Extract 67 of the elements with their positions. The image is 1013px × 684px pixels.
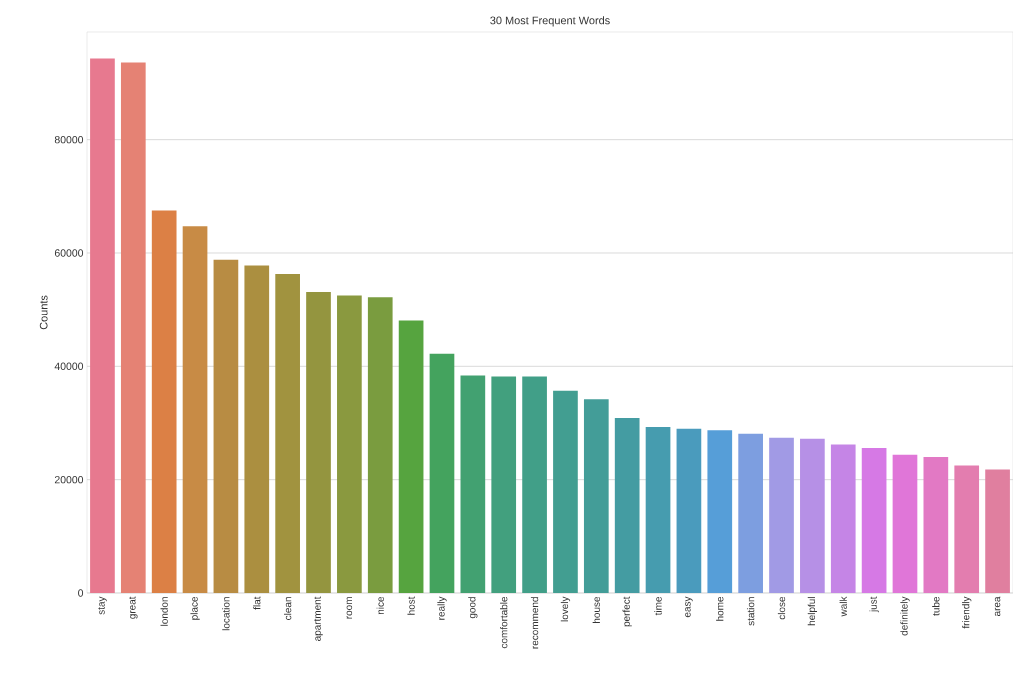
- x-tick-label: walk: [839, 596, 847, 617]
- bar: [861, 447, 887, 593]
- bar: [954, 465, 980, 593]
- bar: [398, 320, 424, 593]
- bar: [306, 292, 331, 593]
- bar: [429, 353, 455, 593]
- x-tick-label: flat: [253, 596, 261, 610]
- bar: [738, 433, 763, 593]
- x-tick-label: recommend: [530, 597, 539, 649]
- x-tick-label: just: [869, 596, 879, 613]
- x-tick-label: helpful: [807, 597, 818, 626]
- bar: [275, 273, 300, 593]
- x-tick-label: definitely: [900, 596, 910, 636]
- bar: [244, 265, 270, 593]
- bar: [923, 456, 949, 593]
- bar: [90, 58, 115, 593]
- x-tick-label: comfortable: [500, 596, 508, 649]
- x-tick-label: host: [407, 596, 415, 615]
- x-tick-label: stay: [98, 596, 107, 615]
- bar: [460, 375, 486, 593]
- bar: [522, 376, 547, 593]
- bar: [553, 390, 578, 593]
- x-tick-label: room: [346, 597, 353, 619]
- bar: [367, 297, 393, 593]
- bar: [120, 62, 146, 593]
- x-tick-label: easy: [685, 596, 693, 618]
- x-tick-label: time: [654, 596, 662, 616]
- bar: [614, 417, 640, 593]
- x-tick-label: great: [129, 596, 138, 619]
- x-tick-label: good: [468, 597, 478, 619]
- x-tick-label: area: [994, 596, 1001, 617]
- x-tick-label: perfect: [622, 596, 632, 627]
- bar: [800, 438, 825, 593]
- x-tick-label: location: [222, 597, 230, 631]
- bar: [583, 399, 609, 593]
- bar: [645, 426, 671, 593]
- y-tick-label: 60000: [54, 249, 84, 257]
- y-tick-label: 20000: [54, 475, 84, 484]
- x-tick-label: lovely: [560, 596, 571, 622]
- bar: [491, 376, 517, 593]
- bar: [182, 226, 208, 593]
- x-tick-label: clean: [283, 597, 292, 620]
- bar: [676, 428, 702, 593]
- bar: [892, 454, 918, 593]
- x-tick-label: tube: [932, 596, 940, 616]
- bar: [707, 430, 733, 593]
- x-tick-label: home: [716, 596, 724, 621]
- x-tick-label: station: [746, 597, 755, 626]
- y-tick-label: 40000: [54, 362, 84, 371]
- x-tick-label: place: [190, 596, 200, 620]
- y-tick-label: 80000: [54, 135, 84, 144]
- chart-title: 30 Most Frequent Words: [490, 16, 610, 27]
- y-axis-title: Counts: [39, 295, 48, 330]
- bar: [337, 295, 362, 593]
- x-tick-label: house: [592, 596, 600, 623]
- x-tick-label: friendly: [962, 596, 972, 629]
- bar: [151, 210, 177, 593]
- x-tick-label: apartment: [314, 596, 323, 641]
- x-tick-label: close: [777, 596, 786, 620]
- x-tick-label: nice: [376, 596, 384, 615]
- x-tick-label: london: [160, 597, 168, 626]
- bar: [769, 437, 794, 593]
- x-tick-label: really: [437, 596, 447, 620]
- bar: [985, 469, 1010, 593]
- y-tick-label: 0: [78, 589, 84, 597]
- bar: [830, 444, 856, 593]
- bar: [213, 259, 239, 593]
